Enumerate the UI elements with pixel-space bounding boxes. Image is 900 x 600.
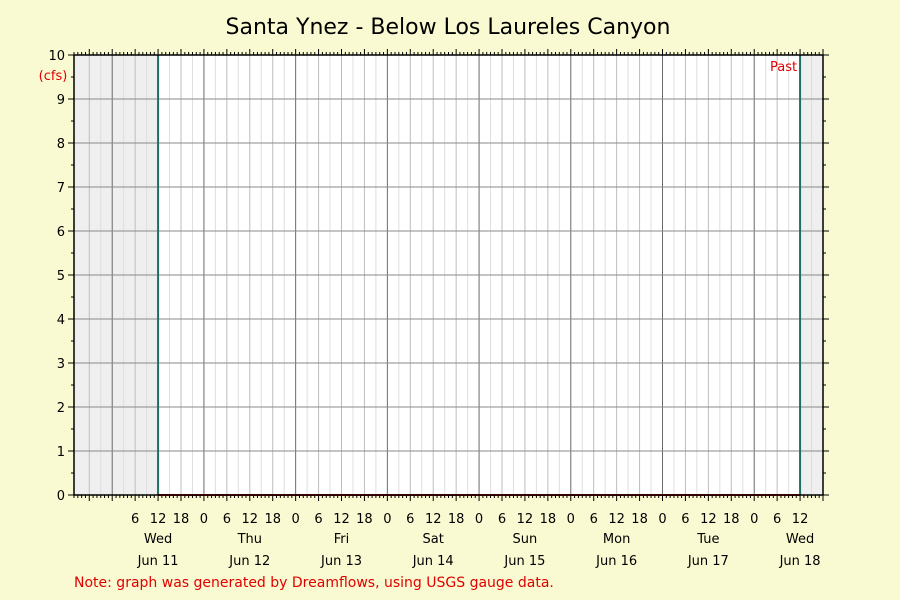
x-date-label: Jun 14 — [412, 554, 454, 569]
x-hour-label: 6 — [223, 512, 231, 527]
x-date-label: Jun 13 — [320, 554, 362, 569]
x-hour-label: 6 — [681, 512, 689, 527]
x-hour-label: 12 — [425, 512, 442, 527]
y-tick-label: 0 — [57, 489, 65, 504]
x-weekday-label: Thu — [237, 532, 262, 547]
x-hour-label: 0 — [567, 512, 575, 527]
y-tick-label: 9 — [57, 93, 65, 108]
x-hour-label: 6 — [314, 512, 322, 527]
x-hour-label: 18 — [723, 512, 740, 527]
y-tick-label: 1 — [57, 445, 65, 460]
x-hour-label: 12 — [150, 512, 167, 527]
y-tick-label: 7 — [57, 181, 65, 196]
x-hour-label: 18 — [448, 512, 465, 527]
x-weekday-label: Tue — [696, 532, 719, 547]
y-tick-label: 4 — [57, 313, 65, 328]
x-hour-label: 6 — [590, 512, 598, 527]
x-hour-label: 6 — [131, 512, 139, 527]
x-hour-label: 12 — [517, 512, 534, 527]
y-tick-label: 10 — [48, 49, 65, 64]
x-hour-label: 18 — [264, 512, 281, 527]
y-tick-label: 8 — [57, 137, 65, 152]
x-weekday-label: Wed — [786, 532, 814, 547]
past-marker-label: Past — [770, 60, 797, 75]
x-hour-label: 18 — [540, 512, 557, 527]
x-date-label: Jun 15 — [503, 554, 545, 569]
y-tick-label: 2 — [57, 401, 65, 416]
x-hour-label: 0 — [383, 512, 391, 527]
chart-title: Santa Ynez - Below Los Laureles Canyon — [226, 15, 671, 40]
x-date-label: Jun 16 — [595, 554, 637, 569]
x-hour-label: 18 — [173, 512, 190, 527]
x-weekday-label: Wed — [144, 532, 172, 547]
x-hour-label: 12 — [700, 512, 717, 527]
x-date-label: Jun 17 — [687, 554, 729, 569]
x-hour-label: 12 — [608, 512, 625, 527]
x-date-label: Jun 12 — [228, 554, 270, 569]
x-hour-label: 12 — [792, 512, 809, 527]
y-tick-label: 6 — [57, 225, 65, 240]
x-hour-label: 0 — [750, 512, 758, 527]
x-weekday-label: Mon — [603, 532, 630, 547]
y-axis-unit: (cfs) — [39, 69, 68, 84]
x-hour-label: 0 — [200, 512, 208, 527]
x-hour-label: 0 — [292, 512, 300, 527]
x-hour-label: 18 — [356, 512, 373, 527]
footnote: Note: graph was generated by Dreamflows,… — [74, 575, 554, 591]
x-hour-label: 0 — [475, 512, 483, 527]
y-tick-label: 3 — [57, 357, 65, 372]
y-tick-label: 5 — [57, 269, 65, 284]
x-hour-label: 12 — [242, 512, 259, 527]
x-hour-label: 0 — [658, 512, 666, 527]
x-weekday-label: Sat — [423, 532, 444, 547]
x-hour-label: 6 — [498, 512, 506, 527]
x-date-label: Jun 11 — [137, 554, 179, 569]
x-weekday-label: Fri — [334, 532, 350, 547]
x-hour-label: 18 — [631, 512, 648, 527]
x-hour-label: 6 — [406, 512, 414, 527]
x-weekday-label: Sun — [513, 532, 538, 547]
x-hour-label: 12 — [333, 512, 350, 527]
x-hour-label: 6 — [773, 512, 781, 527]
x-date-label: Jun 18 — [779, 554, 821, 569]
